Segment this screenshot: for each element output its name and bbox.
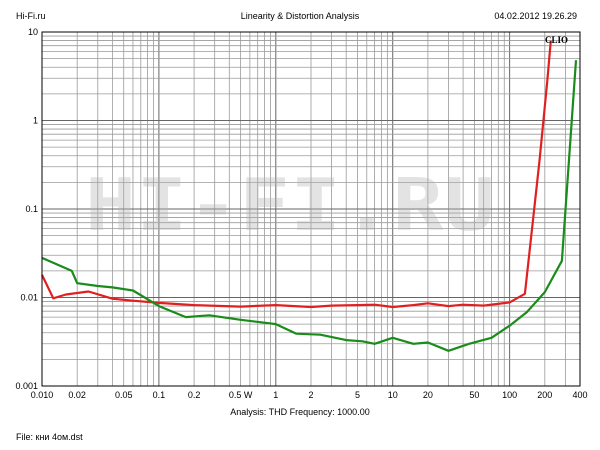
x-tick-label: 20 — [423, 390, 433, 400]
x-tick-label: 5 — [355, 390, 360, 400]
analysis-info: Analysis: THD Frequency: 1000.00 — [230, 407, 370, 417]
y-tick-label: 10 — [28, 27, 38, 37]
x-tick-label: 0.5 W — [229, 390, 253, 400]
series-line-2 — [41, 60, 578, 352]
x-tick-label: 0.02 — [68, 390, 86, 400]
x-tick-label: 0.05 — [115, 390, 133, 400]
plot-frame — [41, 31, 581, 387]
x-tick-label: 2 — [308, 390, 313, 400]
y-tick-label: 0.1 — [25, 204, 38, 214]
x-tick-label: 100 — [502, 390, 517, 400]
x-tick-label: 0.2 — [188, 390, 201, 400]
x-tick-label: 10 — [388, 390, 398, 400]
timestamp: 04.02.2012 19.26.29 — [494, 11, 577, 21]
x-tick-label: 1 — [273, 390, 278, 400]
watermark-text: HI-FI.RU — [85, 163, 495, 247]
x-axis-ticks: 0.010 0.02 0.05 0.1 0.2 0.5 W 1 2 5 10 20 50 100 200 4… — [31, 390, 588, 400]
x-tick-label: 400 — [572, 390, 587, 400]
site-name: Hi-Fi.ru — [16, 11, 46, 21]
x-tick-label: 0.010 — [31, 390, 54, 400]
y-tick-label: 0.01 — [20, 293, 38, 303]
chart-series — [41, 40, 578, 352]
series-line-1 — [41, 40, 552, 309]
y-tick-label: 1 — [33, 116, 38, 126]
y-tick-label: 0.001 — [15, 381, 38, 391]
page-title: Linearity & Distortion Analysis — [240, 11, 360, 21]
x-tick-label: 200 — [537, 390, 552, 400]
brand-label: CLIO — [545, 35, 568, 45]
y-axis-ticks: 0.001 0.01 0.1 1 10 — [15, 27, 38, 391]
file-info: File: кни 4ом.dst — [16, 432, 83, 442]
x-tick-label: 50 — [469, 390, 479, 400]
x-tick-label: 0.1 — [153, 390, 166, 400]
